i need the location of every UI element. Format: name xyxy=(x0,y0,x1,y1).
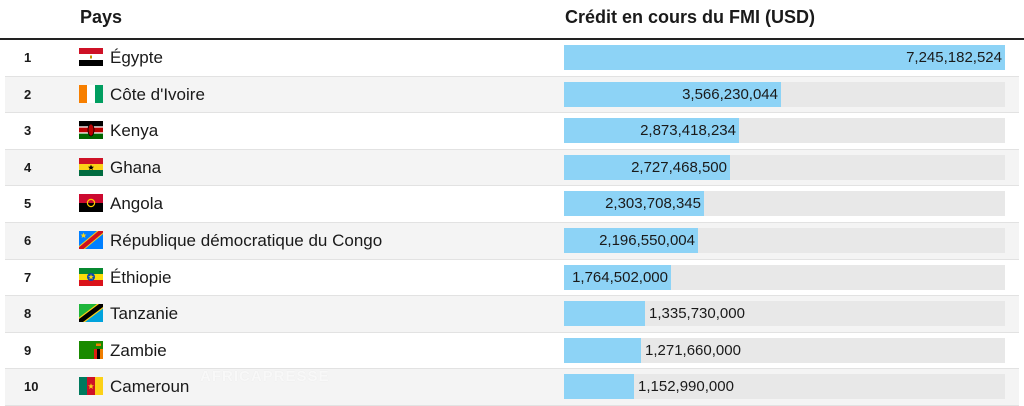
rank-label: 6 xyxy=(24,232,32,248)
country-label: Ghana xyxy=(110,157,162,177)
bar xyxy=(564,81,781,107)
country-label: Kenya xyxy=(110,121,159,141)
rank-label: 2 xyxy=(24,86,32,102)
bar-track: 2,727,468,500 xyxy=(564,154,1005,180)
country-label: République démocratique du Congo xyxy=(110,230,383,250)
cameroon-flag xyxy=(79,377,103,396)
table-row: 5 Angola 2,303,708,345 xyxy=(5,186,1019,223)
bar xyxy=(564,227,698,253)
table-row: 7 Éthiopie 1,764,502,000 xyxy=(5,260,1019,297)
rank-label: 5 xyxy=(24,196,32,212)
value-label: 1,335,730,000 xyxy=(649,305,745,323)
bar-track: 2,873,418,234 xyxy=(564,118,1005,144)
table-row: 6 République démocratique du Congo 2,196,5… xyxy=(5,222,1019,260)
country-label: Égypte xyxy=(110,48,163,67)
bar xyxy=(564,301,645,327)
ghana-flag xyxy=(79,157,103,176)
bar xyxy=(564,118,739,144)
rank-label: 7 xyxy=(24,269,32,285)
table-row: 3 Kenya 2,873,418,234 xyxy=(5,113,1019,150)
bar xyxy=(564,154,730,180)
value-label: 1,152,990,000 xyxy=(638,378,734,396)
value-label: 7,245,182,524 xyxy=(906,49,1002,66)
table-row: 8 Tanzanie 1,335,730,000 xyxy=(5,296,1019,333)
value-label: 1,764,502,000 xyxy=(572,268,668,286)
rank-label: 8 xyxy=(24,306,32,322)
bar-track: 1,764,502,000 xyxy=(564,264,1005,290)
bar-track: 2,303,708,345 xyxy=(564,191,1005,217)
country-label: Tanzanie xyxy=(110,304,179,324)
drc-flag xyxy=(79,230,103,249)
value-label: 2,196,550,004 xyxy=(599,231,695,249)
bar xyxy=(564,374,634,400)
table-row: 2 Côte d'Ivoire 3,566,230,044 xyxy=(5,76,1019,114)
ethiopia-flag xyxy=(79,267,103,286)
bar-track: 2,196,550,004 xyxy=(564,227,1005,253)
rank-label: 1 xyxy=(24,50,32,65)
bar-track: 1,152,990,000 xyxy=(564,374,1005,400)
bar xyxy=(564,191,704,217)
cote-divoire-flag xyxy=(79,84,103,103)
value-label: 3,566,230,044 xyxy=(682,85,778,103)
country-label: Éthiopie xyxy=(110,267,172,287)
kenya-flag xyxy=(79,121,103,140)
rank-label: 4 xyxy=(24,159,32,175)
bar-track: 1,335,730,000 xyxy=(564,301,1005,327)
country-column-header: Pays xyxy=(80,7,123,27)
value-label: 2,873,418,234 xyxy=(640,122,736,140)
table-header: Pays Crédit en cours du FMI (USD) xyxy=(0,0,1024,40)
country-label: Côte d'Ivoire xyxy=(110,84,205,104)
watermark: AFRICAPRESSE xyxy=(200,368,330,385)
rank-label: 9 xyxy=(24,342,32,358)
table-row: 4 Ghana 2,727,468,500 xyxy=(5,149,1019,187)
country-label: Angola xyxy=(110,194,163,214)
rank-label: 3 xyxy=(24,123,32,139)
bar xyxy=(564,264,671,290)
value-label: 2,727,468,500 xyxy=(631,158,727,176)
value-label: 1,271,660,000 xyxy=(645,341,741,359)
table-row: 1 Égypte 7,245,182,524 xyxy=(5,40,1019,77)
tanzania-flag xyxy=(79,304,103,323)
value-column-header: Crédit en cours du FMI (USD) xyxy=(565,7,816,27)
table-row: 9 Zambie 1,271,660,000 xyxy=(5,333,1019,370)
bar-track: 3,566,230,044 xyxy=(564,81,1005,107)
table-row: 10 Cameroun 1,152,990,000 xyxy=(5,369,1019,406)
egypt-flag xyxy=(79,48,103,66)
chart-rows: 1 Égypte 7,245,182,524 2 Côte d'Ivoire 3,566,… xyxy=(0,40,1024,406)
rank-label: 10 xyxy=(24,379,39,395)
bar xyxy=(564,45,1005,70)
bar xyxy=(564,337,641,363)
bar-track: 7,245,182,524 xyxy=(564,45,1005,70)
country-label: Cameroun xyxy=(110,377,190,397)
bar-track: 1,271,660,000 xyxy=(564,337,1005,363)
value-label: 2,303,708,345 xyxy=(605,195,701,213)
angola-flag xyxy=(79,194,103,213)
zambia-flag xyxy=(79,340,103,359)
country-label: Zambie xyxy=(110,340,167,360)
